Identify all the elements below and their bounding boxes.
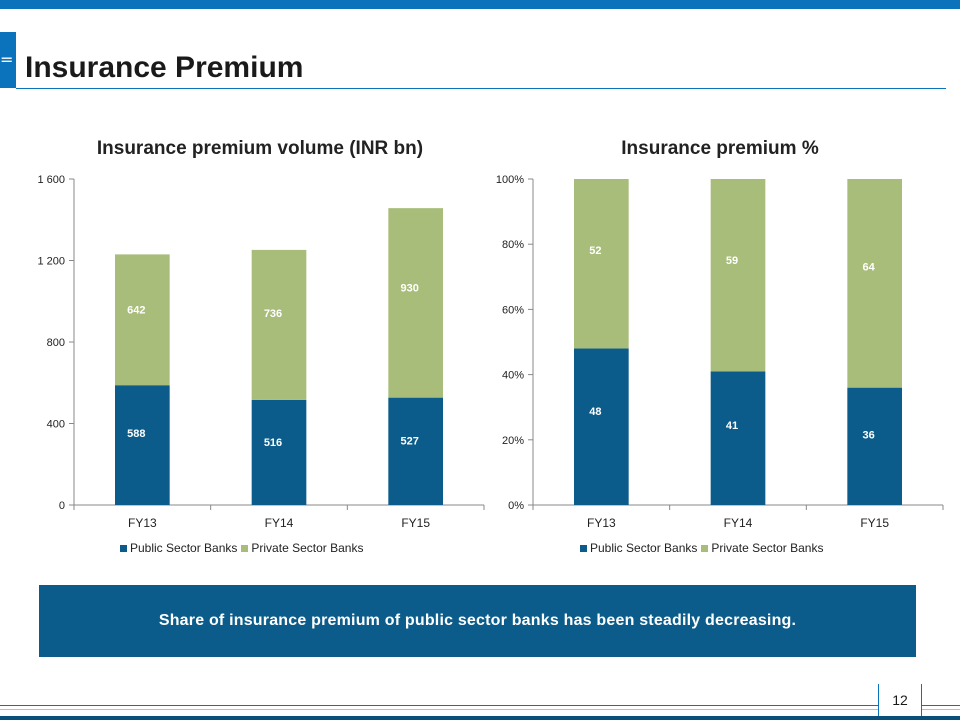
bar-private <box>388 208 443 398</box>
bar-private <box>251 249 307 400</box>
chart-legend-volume: Public Sector Banks Private Sector Banks <box>120 541 367 555</box>
footer-divider <box>0 705 960 706</box>
legend-item: Public Sector Banks <box>580 541 697 555</box>
callout-box: Share of insurance premium of public sec… <box>39 585 916 657</box>
y-tick-label: 400 <box>47 419 65 431</box>
top-accent-bar <box>0 0 960 9</box>
legend-swatch-private <box>701 544 709 552</box>
bar-private <box>710 179 766 372</box>
legend-item: Private Sector Banks <box>701 541 823 555</box>
page-number: 12 <box>892 692 908 708</box>
y-tick-label: 40% <box>502 370 524 382</box>
data-label: 588 <box>127 428 145 440</box>
data-label: 527 <box>400 436 418 448</box>
legend-label: Private Sector Banks <box>251 541 364 555</box>
legend-label: Public Sector Banks <box>590 541 698 555</box>
y-tick-label: 0 <box>59 500 65 512</box>
x-tick-label: FY15 <box>401 516 430 530</box>
footer-divider-light <box>0 709 960 710</box>
x-tick-label: FY13 <box>587 516 616 530</box>
x-tick-label: FY14 <box>265 516 294 530</box>
data-label: 64 <box>863 262 876 274</box>
bar-public <box>574 348 629 505</box>
y-tick-label: 1 600 <box>37 174 65 186</box>
footer-bar <box>0 716 960 720</box>
bar-private <box>847 179 902 388</box>
bar-public <box>710 371 766 505</box>
title-divider <box>16 88 946 89</box>
data-label: 48 <box>589 406 601 418</box>
y-tick-label: 100% <box>496 174 524 186</box>
legend-swatch-private <box>241 544 249 552</box>
legend-item: Public Sector Banks <box>120 541 237 555</box>
bar-public <box>251 399 307 505</box>
legend-swatch-public <box>120 544 127 552</box>
bar-private <box>574 179 629 349</box>
x-tick-label: FY13 <box>128 516 157 530</box>
y-tick-label: 1 200 <box>37 256 65 268</box>
menu-icon: = <box>0 50 14 69</box>
bar-public <box>115 385 170 505</box>
data-label: 930 <box>400 283 418 295</box>
data-label: 516 <box>264 437 282 449</box>
chart-title-percent: Insurance premium % <box>621 138 819 159</box>
page-title: Insurance Premium <box>25 51 304 84</box>
y-tick-label: 80% <box>502 239 524 251</box>
legend-label: Public Sector Banks <box>130 541 238 555</box>
data-label: 736 <box>264 308 282 320</box>
legend-label: Private Sector Banks <box>711 541 824 555</box>
x-tick-label: FY14 <box>724 516 753 530</box>
chart-title-volume: Insurance premium volume (INR bn) <box>96 138 424 159</box>
callout-text: Share of insurance premium of public sec… <box>158 612 797 629</box>
data-label: 642 <box>127 304 145 316</box>
y-tick-label: 800 <box>47 337 65 349</box>
data-label: 52 <box>589 245 601 257</box>
data-label: 36 <box>863 430 875 442</box>
legend-swatch-public <box>580 544 587 552</box>
data-label: 59 <box>726 255 738 267</box>
title-accent-block <box>0 32 16 88</box>
data-label: 41 <box>726 420 738 432</box>
page-number-box: 12 <box>878 684 922 716</box>
bar-private <box>115 254 170 386</box>
bar-public <box>388 397 443 505</box>
bar-public <box>847 387 902 505</box>
chart-legend-percent: Public Sector Banks Private Sector Banks <box>580 541 827 555</box>
y-tick-label: 60% <box>502 304 524 316</box>
legend-item: Private Sector Banks <box>241 541 363 555</box>
y-tick-label: 0% <box>508 500 524 512</box>
y-tick-label: 20% <box>502 435 524 447</box>
x-tick-label: FY15 <box>860 516 889 530</box>
